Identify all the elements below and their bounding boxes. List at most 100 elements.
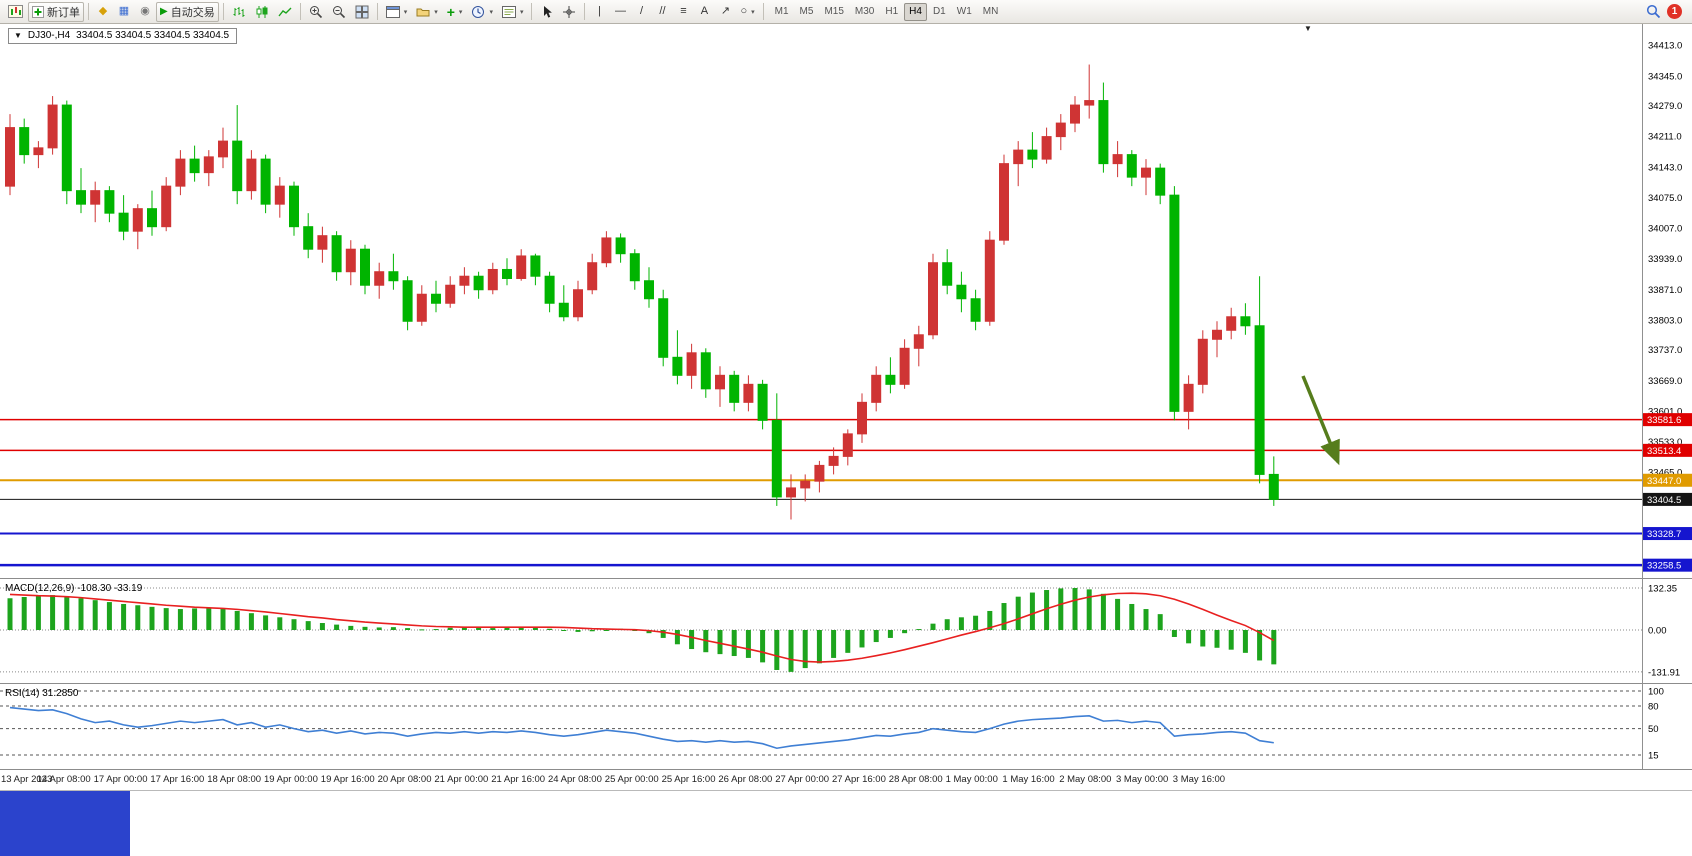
price-tag: 33258.5 xyxy=(1643,558,1692,572)
navigator-button[interactable]: ◉ xyxy=(135,2,155,22)
text-tool-button[interactable]: A xyxy=(694,2,714,22)
zoom-in-icon xyxy=(309,5,322,18)
dropdown-caret-icon: ▾ xyxy=(751,8,755,16)
candle xyxy=(473,275,484,291)
candle xyxy=(19,127,30,156)
window-menu-icon[interactable]: ▼ xyxy=(14,31,22,40)
chart-info-bar[interactable]: ▼ DJ30-,H4 33404.5 33404.5 33404.5 33404… xyxy=(8,28,238,44)
svg-text:50: 50 xyxy=(1648,724,1659,735)
timeframe-button-h1[interactable]: H1 xyxy=(885,6,899,17)
separator xyxy=(299,3,301,20)
candle xyxy=(189,158,200,174)
clock-icon xyxy=(472,5,485,18)
data-window-button[interactable]: ▦ xyxy=(114,2,134,22)
templates-button[interactable]: ▾ xyxy=(498,2,528,22)
dropdown-caret-icon: ▾ xyxy=(434,8,438,16)
time-axis-label: 13 Apr 2023 xyxy=(1,774,53,785)
time-axis: 13 Apr 2023 14 Apr 08:00 17 Apr 00:00 17 Ap… xyxy=(0,769,1692,790)
price-tag: 33404.5 xyxy=(1643,492,1692,506)
new-order-button[interactable]: 新订单 xyxy=(28,1,84,22)
time-axis-label: 14 Apr 08:00 xyxy=(36,774,91,785)
channel-icon: // xyxy=(659,5,666,17)
time-axis-label: 25 Apr 16:00 xyxy=(661,774,716,785)
timeframe-button-m30[interactable]: M30 xyxy=(854,6,875,17)
timeframe-button-m1[interactable]: M1 xyxy=(774,6,789,17)
search-icon[interactable] xyxy=(1646,4,1661,19)
shapes-tool-button[interactable]: ○ ▾ xyxy=(736,2,758,22)
timeframe-button-h4[interactable]: H4 xyxy=(904,2,927,21)
notification-badge[interactable]: 1 xyxy=(1667,4,1682,19)
timeframe-button-m5[interactable]: M5 xyxy=(799,6,814,17)
toolbar: 新订单 ◆ ▦ ◉ ▶ 自动交易 xyxy=(0,0,1692,24)
candle xyxy=(388,271,399,282)
candle xyxy=(516,255,527,279)
arrow-annotation[interactable] xyxy=(1301,375,1340,466)
time-axis-label: 3 May 16:00 xyxy=(1172,774,1226,785)
crosshair-tool-button[interactable] xyxy=(558,2,580,22)
time-axis-label: 17 Apr 16:00 xyxy=(150,774,205,785)
indicators-button[interactable]: + ▾ xyxy=(443,2,467,22)
profiles-button[interactable]: ▾ xyxy=(412,2,442,22)
svg-text:33601.0: 33601.0 xyxy=(1648,406,1682,417)
candlestick-chart-icon xyxy=(256,5,268,18)
tile-windows-button[interactable] xyxy=(351,2,373,22)
bar-chart-button[interactable] xyxy=(228,2,250,22)
autotrade-button[interactable]: ▶ 自动交易 xyxy=(156,1,219,22)
chart-shift-marker[interactable]: ▼ xyxy=(1304,24,1312,33)
candle xyxy=(700,352,711,390)
indicators-plus-icon: + xyxy=(446,3,455,20)
candle xyxy=(502,268,512,279)
line-chart-button[interactable] xyxy=(274,2,296,22)
dropdown-caret-icon: ▾ xyxy=(403,8,408,16)
candle xyxy=(857,401,867,435)
time-axis-label: 21 Apr 16:00 xyxy=(491,774,546,785)
new-chart-button[interactable]: ▾ xyxy=(382,2,412,22)
candle xyxy=(601,237,612,264)
arrows-tool-button[interactable]: ↗ xyxy=(715,2,735,22)
candle xyxy=(629,253,640,282)
candle xyxy=(445,284,456,304)
time-axis-label: 27 Apr 00:00 xyxy=(775,774,830,785)
timeframe-button-d1[interactable]: D1 xyxy=(932,6,946,17)
candle xyxy=(558,302,569,318)
candlestick-chart-button[interactable] xyxy=(251,2,273,22)
candle xyxy=(1041,136,1052,160)
cursor-tool-button[interactable] xyxy=(536,2,557,22)
timeframe-button-w1[interactable]: W1 xyxy=(956,6,972,17)
candle xyxy=(885,374,896,385)
candle xyxy=(274,185,285,205)
vertical-line-tool-button[interactable]: | xyxy=(589,2,609,22)
taskbar-window-fragment[interactable] xyxy=(0,791,130,856)
periods-button[interactable]: ▾ xyxy=(467,2,497,22)
market-watch-button[interactable]: ◆ xyxy=(93,2,113,22)
separator xyxy=(584,3,586,20)
svg-text:34211.0: 34211.0 xyxy=(1648,132,1682,143)
fibonacci-tool-button[interactable]: ≡ xyxy=(673,2,693,22)
horizontal-line-tool-button[interactable]: — xyxy=(610,2,630,22)
candle xyxy=(573,289,583,318)
time-axis-label: 24 Apr 08:00 xyxy=(548,774,602,785)
zoom-in-button[interactable] xyxy=(305,2,327,22)
notification-count: 1 xyxy=(1671,6,1678,17)
candle xyxy=(1055,122,1066,138)
candle xyxy=(303,226,314,250)
timeframe-button-mn[interactable]: MN xyxy=(982,6,999,17)
candle xyxy=(161,185,172,228)
candle xyxy=(587,262,598,291)
trendline-tool-button[interactable]: / xyxy=(631,2,651,22)
candle xyxy=(530,255,541,277)
price-chart[interactable]: 34413.0 34345.0 34279.0 34211.0 34143.0 34075… xyxy=(0,24,1692,578)
timeframe-button-m15[interactable]: M15 xyxy=(824,6,844,17)
rsi-indicator-panel[interactable]: 100 80 50 15 RSI(14) 31.2850 xyxy=(0,683,1692,769)
time-axis-label: 27 Apr 16:00 xyxy=(832,774,886,785)
time-axis-label: 1 May 16:00 xyxy=(1002,774,1055,785)
templates-icon xyxy=(501,5,516,18)
svg-text:33669.0: 33669.0 xyxy=(1648,376,1682,387)
candle xyxy=(615,237,626,255)
candle xyxy=(1070,104,1080,124)
macd-indicator-panel[interactable]: 132.35 0.00 -131.91 MACD(12,26,9) -108.30 -… xyxy=(0,578,1692,683)
time-axis-label: 19 Apr 00:00 xyxy=(264,774,318,785)
candle xyxy=(374,271,385,286)
channel-tool-button[interactable]: // xyxy=(652,2,672,22)
zoom-out-button[interactable] xyxy=(328,2,350,22)
